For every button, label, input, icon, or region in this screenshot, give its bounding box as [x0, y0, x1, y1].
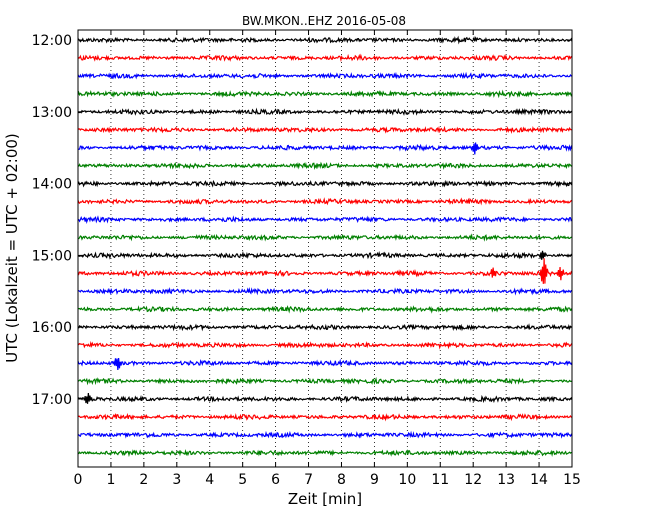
seismic-trace: [77, 340, 573, 350]
seismic-trace: [77, 392, 573, 404]
seismic-trace: [77, 142, 573, 155]
plot-frame: [77, 29, 573, 468]
seismic-trace: [77, 323, 573, 332]
seismic-traces: [77, 35, 573, 458]
x-tick-label: 12: [464, 472, 482, 488]
seismic-trace: [77, 430, 573, 439]
y-axis-label: UTC (Lokalzeit = UTC + 02:00): [3, 133, 21, 363]
seismic-trace: [77, 286, 573, 296]
seismic-trace: [77, 35, 573, 45]
grid-lines: [110, 30, 540, 467]
seismic-trace: [77, 448, 573, 458]
x-tick-label: 10: [398, 472, 416, 488]
y-tick-label: 16:00: [32, 320, 72, 336]
x-tick-label: 1: [106, 472, 115, 488]
seismic-trace: [77, 258, 573, 284]
x-tick-label: 13: [497, 472, 515, 488]
x-axis-label: Zeit [min]: [288, 490, 362, 508]
x-tick-label: 7: [304, 472, 313, 488]
seismic-trace: [77, 53, 573, 63]
y-tick-label: 12:00: [32, 33, 72, 49]
x-tick-label: 9: [370, 472, 379, 488]
seismic-trace: [77, 89, 573, 99]
seismic-trace: [77, 125, 573, 135]
seismic-trace: [77, 197, 573, 206]
seismic-trace: [77, 358, 573, 370]
seismic-trace: [77, 233, 573, 242]
x-tick-label: 2: [139, 472, 148, 488]
y-tick-label: 17:00: [32, 392, 72, 408]
y-tick-label: 15:00: [32, 248, 72, 264]
seismic-trace: [77, 179, 573, 188]
x-tick-label: 5: [238, 472, 247, 488]
seismic-trace: [77, 107, 573, 116]
seismic-trace: [77, 161, 573, 171]
seismic-trace: [77, 376, 573, 386]
x-tick-label: 3: [172, 472, 181, 488]
x-tick-label: 6: [271, 472, 280, 488]
seismic-trace: [77, 412, 573, 422]
seismic-trace: [77, 250, 573, 260]
x-tick-label: 4: [205, 472, 214, 488]
y-tick-label: 13:00: [32, 105, 72, 121]
seismic-trace: [77, 305, 573, 314]
y-axis-ticks: 12:00 13:00 14:00 15:00 16:00 17:00: [32, 33, 572, 408]
x-axis-ticks: 0 1 2 3 4 5 6 7 8 9 10 11 12 13 14 15: [74, 30, 581, 488]
y-tick-label: 14:00: [32, 177, 72, 193]
x-tick-label: 8: [337, 472, 346, 488]
seismic-trace: [77, 71, 573, 80]
seismic-trace: [77, 215, 573, 224]
x-tick-label: 15: [563, 472, 581, 488]
chart-title: BW.MKON..EHZ 2016-05-08: [242, 14, 406, 28]
x-tick-label: 11: [431, 472, 449, 488]
x-tick-label: 14: [530, 472, 548, 488]
x-tick-label: 0: [74, 472, 83, 488]
